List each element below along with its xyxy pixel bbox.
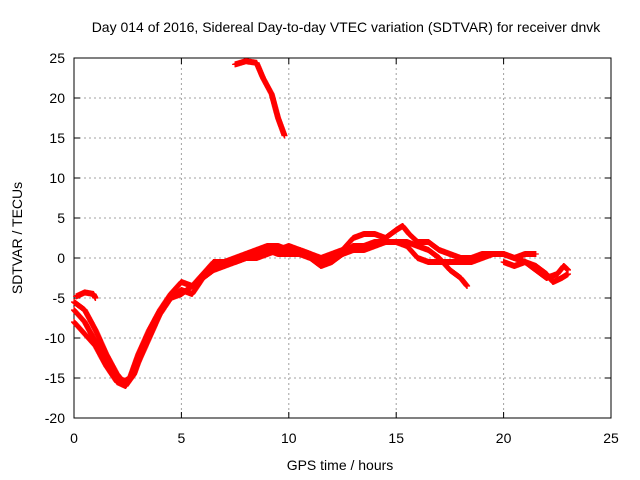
plot-frame <box>73 57 612 419</box>
series-markers <box>71 239 571 389</box>
x-tick-label: 25 <box>603 430 619 446</box>
x-tick-label: 15 <box>388 430 404 446</box>
chart-title: Day 014 of 2016, Sidereal Day-to-day VTE… <box>92 19 602 35</box>
series-track-e <box>71 239 571 389</box>
grid <box>74 58 611 418</box>
series-markers <box>71 239 471 385</box>
data-marks <box>71 58 571 389</box>
y-tick-label: -5 <box>53 290 66 306</box>
y-tick-label: 25 <box>49 50 65 66</box>
series-markers <box>232 58 288 139</box>
y-tick-label: 15 <box>49 130 65 146</box>
y-axis-label: SDTVAR / TECUs <box>9 182 25 294</box>
y-tick-label: 0 <box>57 250 65 266</box>
y-tick-label: 10 <box>49 170 65 186</box>
axis-ticks: 0 5 10 15 20 25 -20 -15 -10 -5 0 5 10 15 20 25 <box>45 50 619 446</box>
x-tick-label: 20 <box>496 430 512 446</box>
series-track-a <box>73 289 99 301</box>
series-track-d <box>71 239 471 385</box>
y-tick-label: -15 <box>45 370 65 386</box>
x-tick-label: 5 <box>178 430 186 446</box>
y-tick-label: 20 <box>49 90 65 106</box>
series-markers <box>73 289 99 301</box>
series-track-f <box>500 259 571 281</box>
y-tick-label: -10 <box>45 330 65 346</box>
y-tick-label: -20 <box>45 410 65 426</box>
x-tick-label: 10 <box>281 430 297 446</box>
series-track-b <box>232 58 288 139</box>
y-tick-label: 5 <box>57 210 65 226</box>
x-tick-label: 0 <box>70 430 78 446</box>
series-markers <box>500 259 571 281</box>
x-axis-label: GPS time / hours <box>287 457 394 473</box>
